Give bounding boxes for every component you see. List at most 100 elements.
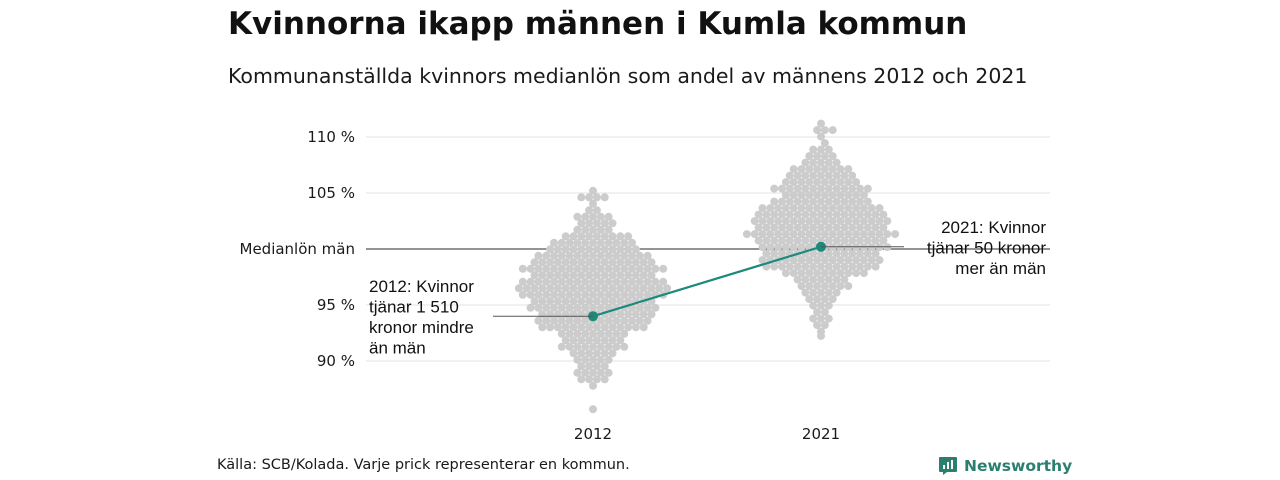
municipality-dot — [557, 277, 566, 286]
municipality-dot — [592, 323, 601, 332]
municipality-dot — [758, 243, 767, 252]
municipality-dot — [581, 368, 590, 377]
municipality-dot — [573, 316, 582, 325]
municipality-dot — [550, 290, 558, 299]
brand[interactable]: Newsworthy — [938, 456, 1072, 476]
municipality-dot — [797, 165, 806, 174]
municipality-dot — [750, 217, 759, 226]
municipality-dot — [608, 310, 617, 319]
municipality-dot — [557, 251, 566, 260]
municipality-dot — [643, 316, 652, 325]
municipality-dot — [573, 303, 582, 312]
municipality-dot — [577, 193, 586, 202]
municipality-dot — [871, 236, 880, 245]
municipality-dot — [604, 212, 613, 221]
municipality-dot — [592, 245, 601, 254]
municipality-dot — [793, 184, 802, 193]
municipality-dot — [859, 204, 868, 213]
municipality-dot — [550, 316, 558, 325]
municipality-dot — [573, 225, 582, 234]
municipality-dot — [754, 236, 763, 245]
municipality-dot — [820, 126, 829, 135]
municipality-dot — [856, 262, 864, 271]
municipality-dot — [793, 210, 802, 219]
municipality-dot — [828, 230, 837, 239]
municipality-dot — [573, 290, 582, 299]
municipality-dot — [624, 323, 633, 332]
municipality-dot — [813, 230, 822, 239]
municipality-dot — [546, 284, 555, 293]
municipality-dot — [600, 375, 609, 384]
municipality-dot — [514, 284, 523, 293]
municipality-dot — [805, 191, 814, 200]
municipality-dot — [789, 191, 798, 200]
municipality-dot — [863, 210, 872, 219]
municipality-dot — [592, 193, 601, 202]
municipality-dot — [553, 258, 562, 267]
municipality-dot — [813, 126, 822, 135]
municipality-dot — [577, 219, 586, 228]
municipality-dot — [616, 245, 625, 254]
municipality-dot — [592, 336, 601, 345]
municipality-dot — [643, 277, 652, 286]
municipality-dot — [592, 375, 601, 384]
municipality-dot — [612, 238, 621, 247]
municipality-dot — [871, 249, 880, 258]
annotation-text-2021: 2021: Kvinnor — [941, 218, 1046, 237]
municipality-dot — [526, 264, 535, 273]
municipality-dot — [778, 223, 786, 232]
municipality-dot — [581, 277, 590, 286]
municipality-dot — [526, 303, 535, 312]
municipality-dot — [596, 277, 605, 286]
municipality-dot — [592, 349, 601, 358]
municipality-dot — [581, 329, 590, 338]
municipality-dot — [553, 297, 562, 306]
municipality-dot — [766, 243, 775, 252]
annotation-text-2012: tjänar 1 510 — [369, 298, 459, 317]
municipality-dot — [585, 284, 594, 293]
municipality-dot — [785, 210, 794, 219]
municipality-dot — [569, 258, 578, 267]
municipality-dot — [561, 284, 570, 293]
municipality-dot — [832, 158, 841, 167]
y-tick-label: 110 % — [307, 128, 355, 146]
municipality-dot — [585, 323, 594, 332]
municipality-dot — [848, 249, 857, 258]
municipality-dot — [817, 210, 825, 219]
municipality-dot — [534, 303, 543, 312]
municipality-dot — [577, 336, 586, 345]
municipality-dot — [596, 225, 605, 234]
municipality-dot — [608, 323, 617, 332]
municipality-dot — [573, 277, 582, 286]
municipality-dot — [600, 193, 609, 202]
municipality-dot — [785, 223, 794, 232]
municipality-dot — [596, 355, 605, 364]
municipality-dot — [631, 323, 640, 332]
municipality-dot — [828, 191, 837, 200]
municipality-dot — [534, 277, 543, 286]
municipality-dot — [801, 197, 810, 206]
municipality-dot — [840, 236, 849, 245]
municipality-dot — [809, 314, 818, 323]
municipality-dot — [856, 223, 864, 232]
municipality-dot — [620, 342, 629, 351]
municipality-dot — [801, 223, 810, 232]
municipality-dot — [526, 277, 535, 286]
municipality-dot — [577, 375, 586, 384]
municipality-dot — [608, 336, 617, 345]
municipality-dot — [793, 197, 802, 206]
municipality-dot — [557, 316, 566, 325]
municipality-dot — [817, 331, 825, 340]
municipality-dot — [596, 329, 605, 338]
municipality-dot — [585, 206, 594, 215]
municipality-dot — [758, 230, 767, 239]
municipality-dot — [824, 184, 833, 193]
municipality-dot — [832, 262, 841, 271]
municipality-dot — [820, 152, 829, 161]
municipality-dot — [805, 295, 814, 304]
municipality-dot — [781, 217, 790, 226]
municipality-dot — [561, 232, 570, 241]
annotation-text-2012: 2012: Kvinnor — [369, 277, 474, 296]
municipality-dot — [573, 238, 582, 247]
